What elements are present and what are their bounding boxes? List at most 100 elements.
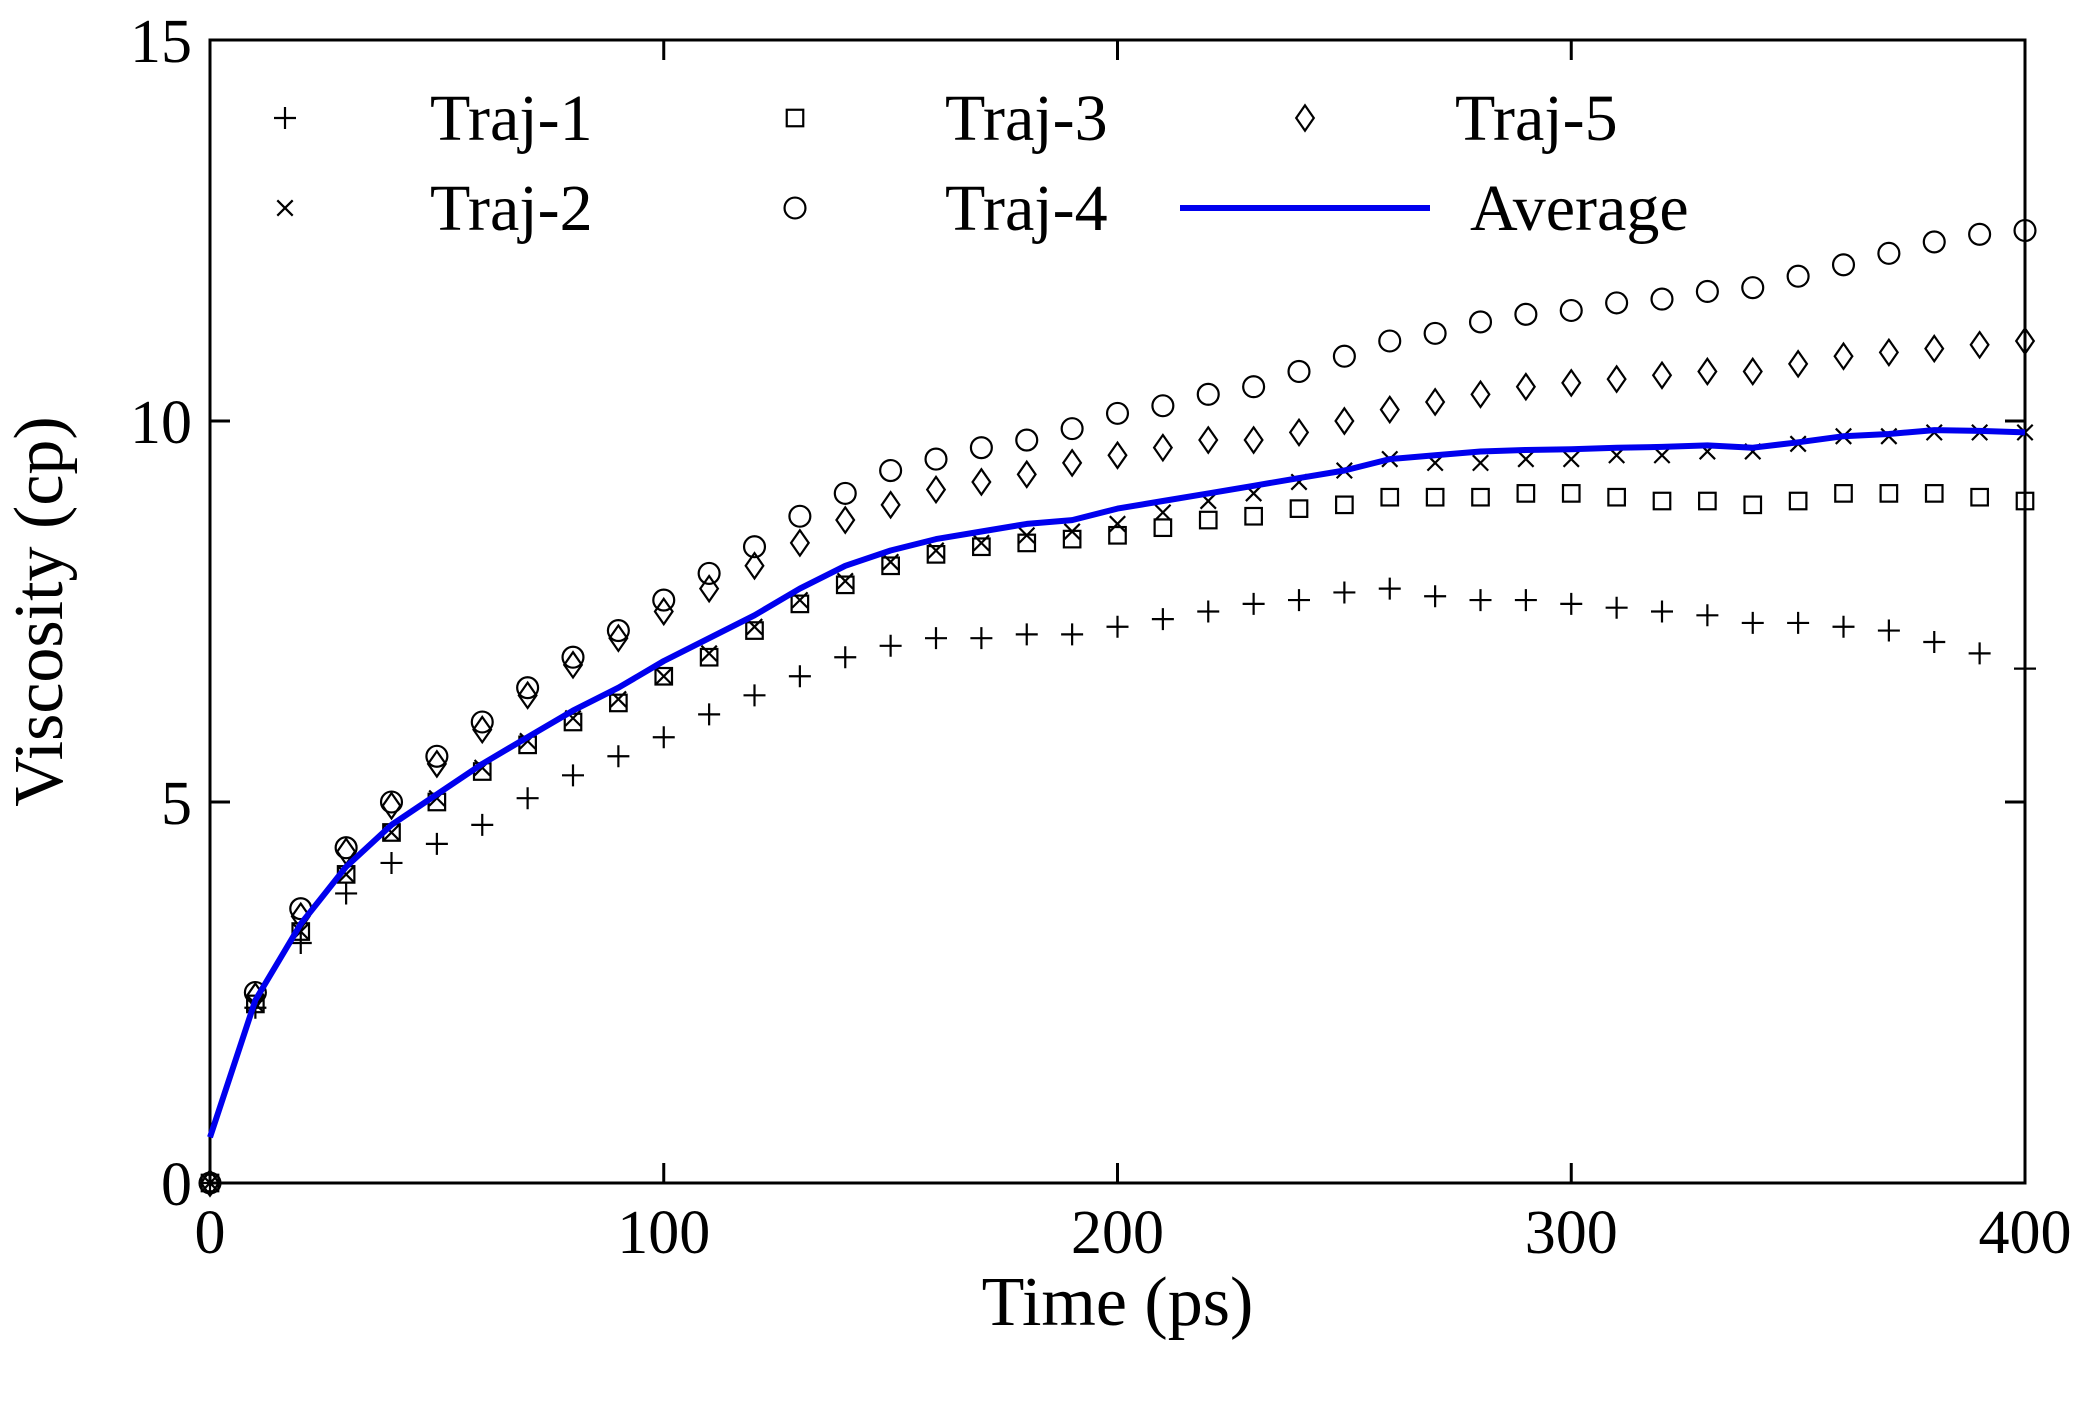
point-traj-5 bbox=[1606, 364, 1627, 394]
point-traj-5 bbox=[1424, 387, 1446, 417]
point-traj-5 bbox=[698, 574, 720, 604]
legend-swatch-traj-2 bbox=[276, 199, 294, 217]
point-traj-3 bbox=[1879, 484, 1899, 503]
point-traj-5 bbox=[1561, 368, 1582, 398]
y-tick-label: 10 bbox=[130, 389, 192, 457]
point-traj-3 bbox=[881, 556, 900, 576]
point-traj-5 bbox=[1651, 360, 1673, 390]
series-line-average bbox=[207, 427, 2026, 1139]
y-tick-label: 0 bbox=[161, 1151, 192, 1219]
legend-label-traj-5: Traj-5 bbox=[1455, 82, 1618, 155]
point-traj-2 bbox=[1653, 446, 1671, 464]
x-tick-label: 0 bbox=[195, 1199, 226, 1267]
y-tick-label: 5 bbox=[161, 770, 192, 838]
point-traj-1 bbox=[1605, 596, 1628, 619]
point-traj-3 bbox=[1561, 484, 1581, 503]
point-traj-1 bbox=[1469, 589, 1492, 612]
point-traj-4 bbox=[1242, 375, 1266, 399]
point-traj-1 bbox=[1378, 577, 1401, 600]
legend-item-traj-1: Traj-1 bbox=[274, 82, 593, 155]
point-traj-1 bbox=[834, 646, 857, 669]
point-traj-5 bbox=[1787, 349, 1809, 379]
point-traj-1 bbox=[1877, 619, 1900, 642]
point-traj-1 bbox=[1424, 585, 1447, 608]
point-traj-4 bbox=[969, 436, 993, 460]
point-traj-3 bbox=[972, 537, 991, 557]
point-traj-1 bbox=[562, 764, 584, 787]
series-traj-1 bbox=[199, 577, 2036, 1194]
x-axis-label: Time (ps) bbox=[982, 1264, 1254, 1341]
point-traj-4 bbox=[1468, 310, 1493, 334]
point-traj-3 bbox=[1788, 491, 1808, 511]
x-tick-label: 400 bbox=[1979, 1199, 2072, 1267]
point-traj-5 bbox=[1107, 440, 1128, 470]
point-traj-1 bbox=[1151, 608, 1174, 631]
axis-ticks: 0 100 200 300 400 0 5 10 15 bbox=[130, 8, 2072, 1267]
point-traj-3 bbox=[1198, 510, 1218, 530]
point-traj-2 bbox=[655, 667, 673, 685]
point-traj-1 bbox=[335, 882, 358, 905]
point-traj-4 bbox=[1877, 241, 1901, 265]
point-traj-3 bbox=[1017, 533, 1037, 553]
point-traj-2 bbox=[1154, 503, 1172, 521]
point-traj-2 bbox=[2016, 423, 2034, 441]
legend-label-traj-2: Traj-2 bbox=[430, 172, 593, 245]
point-traj-3 bbox=[1153, 518, 1173, 538]
point-traj-5 bbox=[1243, 425, 1264, 455]
point-traj-5 bbox=[880, 490, 901, 520]
point-traj-1 bbox=[788, 665, 811, 688]
series-traj-5 bbox=[199, 326, 2036, 1198]
point-traj-5 bbox=[835, 505, 856, 535]
point-traj-1 bbox=[1923, 630, 1946, 653]
point-traj-5 bbox=[1334, 406, 1355, 436]
point-traj-1 bbox=[698, 703, 721, 726]
legend-item-traj-5: Traj-5 bbox=[1294, 82, 1618, 155]
y-axis-label: Viscosity (cp) bbox=[1, 416, 78, 806]
point-traj-1 bbox=[1741, 611, 1764, 634]
point-traj-4 bbox=[924, 447, 948, 471]
point-traj-4 bbox=[1151, 394, 1175, 418]
point-traj-5 bbox=[472, 715, 493, 745]
point-traj-3 bbox=[1335, 495, 1354, 515]
legend-label-traj-3: Traj-3 bbox=[945, 82, 1108, 155]
point-traj-4 bbox=[1968, 222, 1992, 246]
series-traj-4 bbox=[198, 218, 2037, 1195]
point-traj-4 bbox=[1332, 344, 1356, 368]
point-traj-4 bbox=[1605, 291, 1629, 315]
point-traj-1 bbox=[471, 813, 494, 836]
x-tick-label: 200 bbox=[1071, 1199, 1164, 1267]
legend-label-traj-4: Traj-4 bbox=[945, 172, 1108, 245]
point-traj-1 bbox=[425, 832, 448, 855]
point-traj-1 bbox=[1197, 600, 1220, 623]
series-traj-2 bbox=[201, 423, 2034, 1192]
point-traj-2 bbox=[1562, 450, 1580, 468]
point-traj-4 bbox=[1196, 382, 1220, 406]
point-traj-4 bbox=[1015, 428, 1039, 452]
legend-item-traj-4: Traj-4 bbox=[783, 172, 1108, 245]
point-traj-1 bbox=[1968, 642, 1991, 665]
point-traj-4 bbox=[470, 710, 494, 734]
point-traj-4 bbox=[1922, 230, 1946, 254]
point-traj-4 bbox=[1514, 302, 1538, 326]
point-traj-1 bbox=[1651, 600, 1673, 623]
point-traj-1 bbox=[1560, 592, 1583, 615]
point-traj-5 bbox=[199, 1168, 221, 1198]
point-traj-5 bbox=[1288, 417, 1310, 448]
point-traj-3 bbox=[790, 594, 810, 614]
point-traj-5 bbox=[1969, 330, 1990, 360]
point-traj-4 bbox=[1741, 276, 1765, 300]
point-traj-5 bbox=[971, 467, 992, 497]
point-traj-5 bbox=[1833, 341, 1854, 371]
point-traj-4 bbox=[697, 561, 721, 585]
point-traj-4 bbox=[1695, 279, 1719, 304]
point-traj-5 bbox=[1379, 394, 1400, 425]
point-traj-1 bbox=[607, 745, 630, 768]
point-traj-1 bbox=[1288, 589, 1310, 612]
point-traj-5 bbox=[925, 475, 947, 505]
point-traj-1 bbox=[1696, 604, 1719, 627]
point-traj-3 bbox=[835, 575, 855, 595]
legend-swatch-traj-4 bbox=[783, 196, 807, 220]
point-traj-1 bbox=[879, 634, 902, 657]
point-traj-3 bbox=[1062, 529, 1082, 549]
